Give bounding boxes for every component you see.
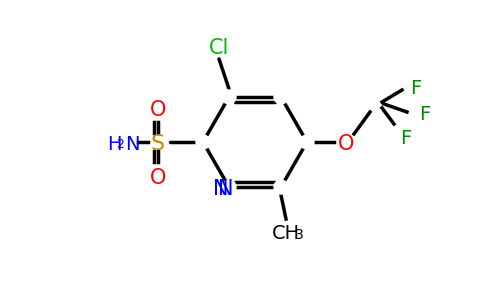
Text: 3: 3 (295, 228, 303, 242)
Circle shape (222, 90, 236, 104)
Circle shape (274, 90, 288, 104)
Text: Cl: Cl (209, 38, 229, 58)
Text: H: H (107, 134, 121, 154)
Text: CH: CH (272, 224, 300, 242)
Text: F: F (400, 128, 411, 148)
Text: S: S (151, 134, 165, 154)
Circle shape (222, 180, 236, 194)
Circle shape (274, 180, 288, 194)
Text: O: O (150, 100, 166, 120)
Text: F: F (419, 104, 431, 124)
Text: O: O (338, 134, 354, 154)
Text: N: N (213, 179, 229, 199)
Circle shape (300, 135, 314, 149)
Text: O: O (150, 168, 166, 188)
Text: N: N (218, 179, 234, 199)
Text: N: N (125, 134, 139, 154)
Text: 2: 2 (116, 137, 124, 151)
Circle shape (196, 135, 210, 149)
Text: F: F (410, 79, 422, 98)
